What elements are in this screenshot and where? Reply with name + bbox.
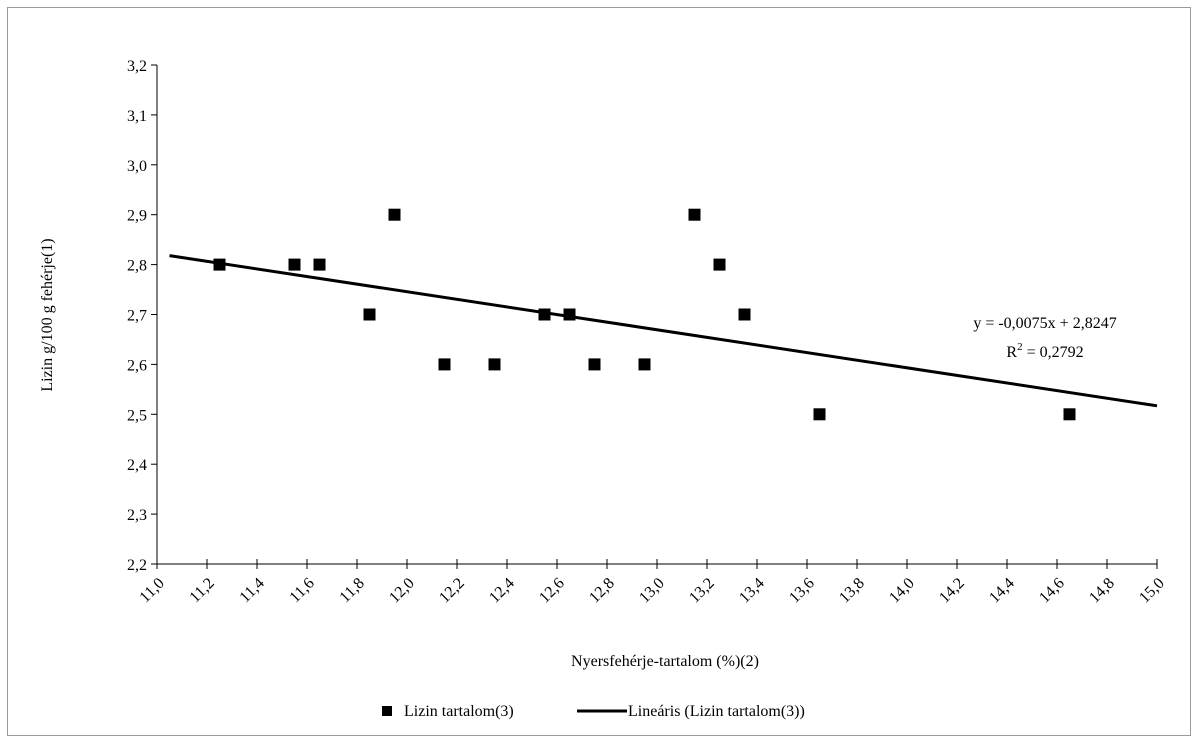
y-tick-label: 2,3 [127,507,147,524]
x-tick-label: 12,6 [536,575,568,607]
data-point [438,358,451,371]
data-points [213,208,1076,421]
data-point [563,308,576,321]
data-point [688,208,701,221]
data-point [588,358,601,371]
x-tick-label: 11,0 [136,575,167,606]
y-tick-label: 2,9 [127,208,147,225]
data-point [388,208,401,221]
x-tick-label: 14,2 [936,575,968,607]
r-squared-value: = 0,2792 [1023,344,1084,361]
data-point [288,258,301,271]
y-tick-label: 3,2 [127,58,147,75]
legend-item-trendline: Lineáris (Lizin tartalom(3)) [628,703,805,720]
x-tick-label: 13,6 [786,575,818,607]
y-axis-label: Lizin g/100 g fehérje(1) [39,238,56,391]
data-point [363,308,376,321]
x-tick-label: 11,8 [336,575,367,606]
x-tick-label: 13,0 [636,575,668,607]
data-point [213,258,226,271]
x-tick-label: 14,0 [886,575,918,607]
x-tick-label: 12,8 [586,575,618,607]
data-point [738,308,751,321]
data-point [313,258,326,271]
r-squared-label: R2 = 0,2792 [1006,341,1083,361]
y-tick-label: 2,6 [127,357,147,374]
x-tick-label: 13,2 [686,575,718,607]
y-tick-label: 2,5 [127,407,147,424]
data-point [713,258,726,271]
legend-item-points: Lizin tartalom(3) [404,703,514,720]
x-tick-label: 14,8 [1086,575,1118,607]
data-point [488,358,501,371]
x-tick-label: 12,0 [386,575,418,607]
r-squared-superscript: 2 [1017,341,1023,353]
y-tick-label: 3,1 [127,108,147,125]
x-tick-label: 12,2 [436,575,468,607]
x-tick-label: 14,4 [986,575,1018,607]
legend-marker-square [382,706,392,716]
x-tick-label: 12,4 [486,575,518,607]
x-tick-label: 13,8 [836,575,868,607]
chart-frame [7,7,1191,736]
x-tick-label: 13,4 [736,575,768,607]
y-tick-label: 3,0 [127,158,147,175]
x-axis-label: Nyersfehérje-tartalom (%)(2) [571,653,759,670]
data-point [538,308,551,321]
data-point [813,408,826,421]
y-tick-label: 2,2 [127,557,147,574]
data-point [638,358,651,371]
x-tick-label: 11,4 [236,575,267,606]
r-squared-prefix: R [1006,344,1017,361]
x-tick-label: 14,6 [1036,575,1068,607]
x-tick-label: 11,6 [286,575,317,606]
data-point [1063,408,1076,421]
trendline-group [169,254,1158,408]
y-tick-label: 2,4 [127,457,147,474]
x-tick-label: 11,2 [186,575,217,606]
trendline-equation: y = -0,0075x + 2,8247 [973,315,1116,332]
y-tick-label: 2,7 [127,308,147,325]
x-axis: 11,0 11,2 11,4 11,6 11,8 12,0 12,2 12,4 12,6 12,8… [136,559,1168,607]
y-axis: 2,2 2,3 2,4 2,5 2,6 2,7 2,8 2,9 3,0 3,1 3,2 [127,58,158,574]
trendline [169,254,1158,408]
legend: Lizin tartalom(3) Lineáris (Lizin tartal… [382,703,805,720]
y-tick-label: 2,8 [127,258,147,275]
x-tick-label: 15,0 [1136,575,1168,607]
